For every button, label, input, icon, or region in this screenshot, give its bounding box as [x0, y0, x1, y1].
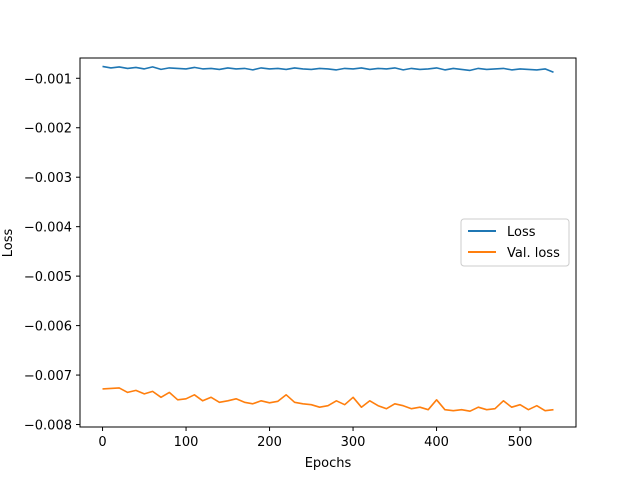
series-line-1: [102, 387, 554, 412]
x-tick-label: 500: [508, 435, 533, 450]
legend: Loss Val. loss: [460, 218, 570, 267]
x-tick-label: 200: [257, 435, 282, 450]
y-tick-label: −0.004: [24, 221, 72, 236]
x-tick-label: 400: [424, 435, 449, 450]
y-tick-label: −0.001: [24, 72, 72, 87]
legend-label-loss: Loss: [507, 225, 536, 240]
x-axis-ticks: 0 100 200 300 400 500: [98, 427, 532, 450]
y-axis-label: Loss: [1, 229, 16, 258]
y-tick-label: −0.007: [24, 369, 72, 384]
x-tick-label: 0: [98, 435, 106, 450]
x-axis-label: Epochs: [305, 456, 352, 471]
y-tick-label: −0.003: [24, 171, 72, 186]
plot-frame: [79, 57, 577, 428]
y-tick-label: −0.005: [24, 270, 72, 285]
x-tick-label: 300: [341, 435, 366, 450]
x-tick-label: 100: [174, 435, 199, 450]
series-line-0: [102, 65, 554, 74]
y-axis-ticks: −0.001 −0.002 −0.003 −0.004 −0.005 −0.006 −0.0…: [24, 72, 80, 434]
legend-label-val-loss: Val. loss: [507, 246, 560, 261]
series-layer: [102, 65, 554, 412]
y-tick-label: −0.006: [24, 320, 72, 335]
y-tick-label: −0.002: [24, 122, 72, 137]
y-tick-label: −0.008: [24, 419, 72, 434]
